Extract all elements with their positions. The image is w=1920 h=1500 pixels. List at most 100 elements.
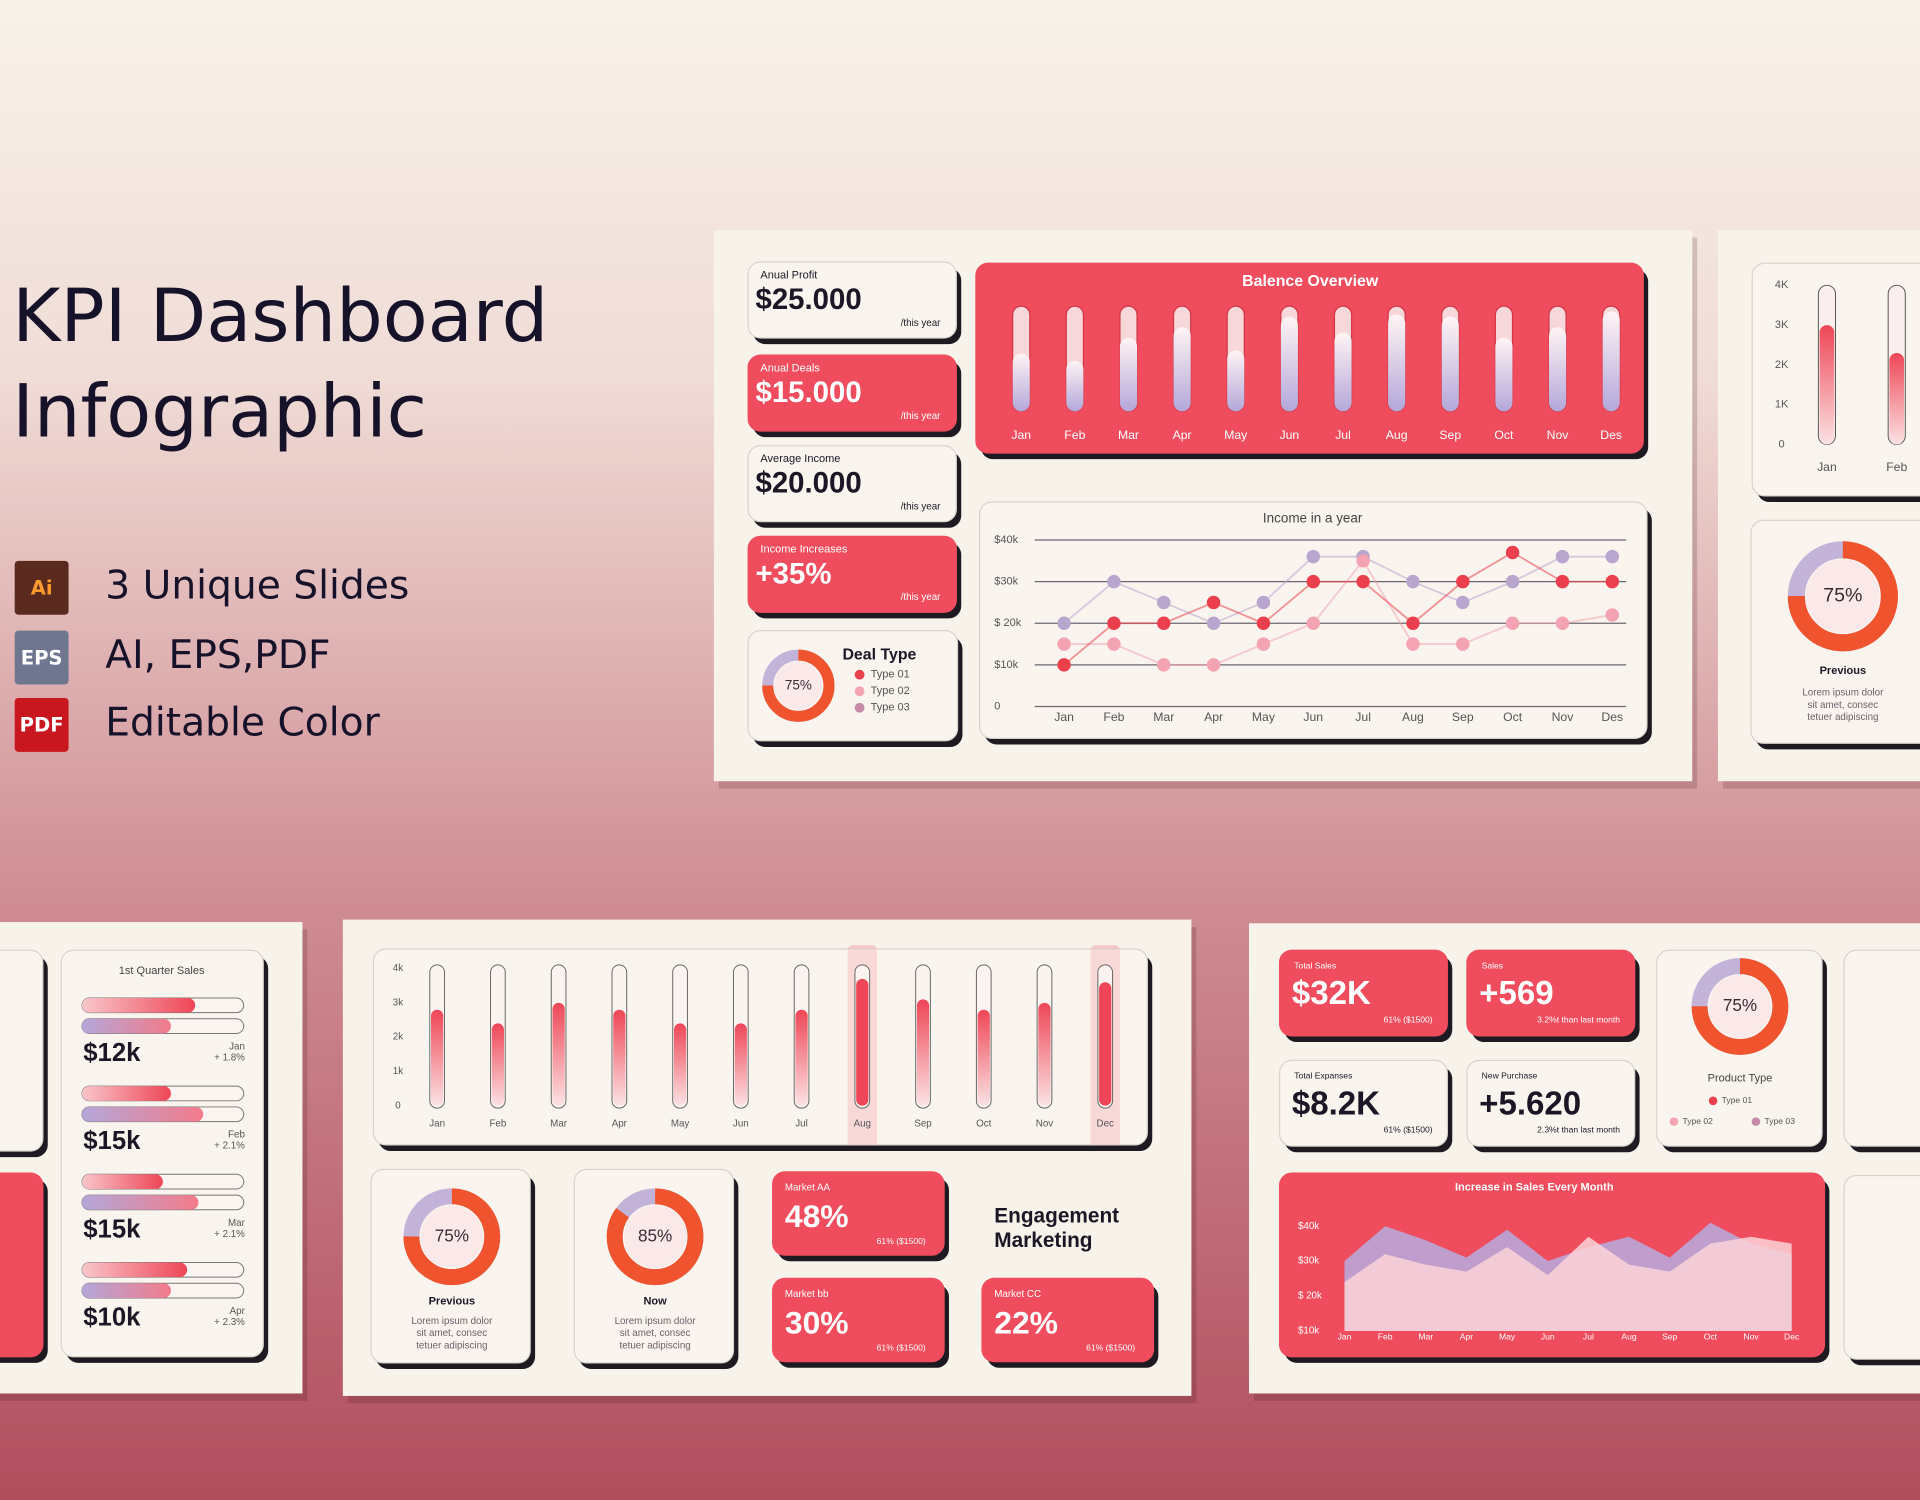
point [1256, 595, 1271, 610]
point [1406, 616, 1420, 630]
x-tick-label: Apr [1460, 1331, 1473, 1341]
point [1256, 637, 1271, 651]
bar [82, 1086, 171, 1101]
x-tick-label: Jul [795, 1119, 808, 1130]
bar [1066, 360, 1084, 412]
y-tick-label: $ 20k [994, 617, 1021, 629]
x-tick-label: Mar [1153, 710, 1174, 724]
y-tick-label: 3k [393, 997, 403, 1008]
bar [1119, 337, 1138, 412]
legend-label: Type 01 [1722, 1095, 1753, 1105]
x-tick-label: Aug [854, 1119, 871, 1130]
bar [1819, 325, 1835, 445]
y-tick-label: 4K [1775, 279, 1789, 291]
bar [82, 1106, 204, 1122]
point [1057, 658, 1071, 672]
hero-title: Infographic [12, 369, 427, 454]
legend-swatch [1669, 1117, 1679, 1126]
point [1306, 574, 1320, 589]
card [372, 948, 1148, 1146]
x-tick-label: Nov [1552, 710, 1575, 724]
heading: Engagement [994, 1205, 1119, 1228]
y-tick-label: $30k [1298, 1256, 1319, 1267]
point [1505, 616, 1520, 630]
x-tick-label: Mar [1118, 428, 1139, 442]
donut-label: 75% [785, 677, 812, 692]
change: + 2.1% [214, 1229, 245, 1240]
point [1206, 616, 1221, 630]
card [975, 262, 1644, 454]
point [1356, 574, 1370, 589]
donut-arc [762, 649, 835, 722]
x-tick-label: Feb [1103, 710, 1124, 724]
sales-value: $15k [83, 1215, 141, 1243]
x-tick-label: Jan [1817, 460, 1837, 474]
point [1406, 637, 1420, 651]
legend-label: Type 03 [1764, 1116, 1795, 1126]
market-label: Market bb [785, 1289, 829, 1300]
card [1843, 949, 1920, 1147]
card [747, 354, 957, 432]
market-label: Market AA [785, 1182, 831, 1193]
card [0, 1172, 44, 1358]
x-tick-label: Jan [1338, 1331, 1352, 1341]
x-tick-label: Jun [733, 1119, 749, 1130]
donut-label: 75% [435, 1225, 469, 1245]
legend-swatch [854, 686, 865, 697]
description: Lorem ipsum dolor [615, 1316, 697, 1327]
market-note: 61% ($1500) [877, 1342, 926, 1352]
x-tick-label: Mar [550, 1119, 568, 1130]
feature-text: Editable Color [105, 700, 380, 745]
bar [795, 1009, 808, 1106]
point [1555, 616, 1570, 630]
x-tick-label: Aug [1621, 1331, 1636, 1341]
y-tick-label: $40k [994, 534, 1018, 546]
bar [1441, 316, 1459, 412]
x-tick-label: Apr [1204, 710, 1223, 724]
card [60, 949, 264, 1358]
x-tick-label: Sep [1439, 428, 1461, 442]
point [1605, 608, 1620, 622]
y-tick-label: 4k [393, 963, 403, 974]
x-tick-label: Feb [1064, 428, 1085, 442]
x-tick-label: Sep [1452, 710, 1474, 724]
donut-arc [1787, 541, 1898, 652]
bar [1173, 327, 1191, 412]
card [1466, 949, 1636, 1037]
point [1107, 616, 1121, 630]
feature-text: AI, EPS,PDF [105, 633, 330, 678]
chart-title: Balence Overview [1242, 273, 1379, 290]
donut-title: Product Type [1708, 1073, 1773, 1085]
kpi-note: 61% ($1500) [1384, 1124, 1433, 1134]
x-tick-label: Feb [489, 1119, 506, 1130]
change: + 2.1% [214, 1141, 245, 1152]
legend-label: Type 02 [871, 685, 910, 697]
point [1057, 616, 1071, 630]
x-tick-label: Jul [1335, 428, 1351, 442]
kpi-label: New Purchase [1482, 1071, 1538, 1081]
feature-icon-bg [14, 560, 69, 615]
kpi-label: Total Sales [1294, 960, 1336, 970]
card [772, 1171, 945, 1256]
hero-title: KPI Dashboard [12, 274, 548, 359]
description: Lorem ipsum dolor [1802, 688, 1884, 699]
bar [82, 1195, 199, 1210]
feature-icon: PDF [20, 714, 64, 737]
bar [734, 1023, 747, 1106]
x-tick-label: Dec [1097, 1119, 1115, 1130]
bar [552, 1002, 565, 1106]
sales-value: $12k [83, 1039, 141, 1067]
y-tick-label: 0 [395, 1100, 401, 1111]
market-value: 30% [785, 1304, 849, 1340]
chart-title: Income in a year [1263, 511, 1363, 526]
y-tick-label: 3K [1775, 319, 1789, 331]
month: Jan [229, 1042, 245, 1053]
donut-hole [623, 1205, 687, 1268]
feature-icon-bg [14, 697, 69, 752]
bar [1099, 982, 1112, 1106]
y-tick-label: 2K [1775, 359, 1789, 371]
line [1064, 559, 1613, 666]
donut-arc [403, 1188, 501, 1286]
kpi-note: /this year [901, 592, 941, 603]
